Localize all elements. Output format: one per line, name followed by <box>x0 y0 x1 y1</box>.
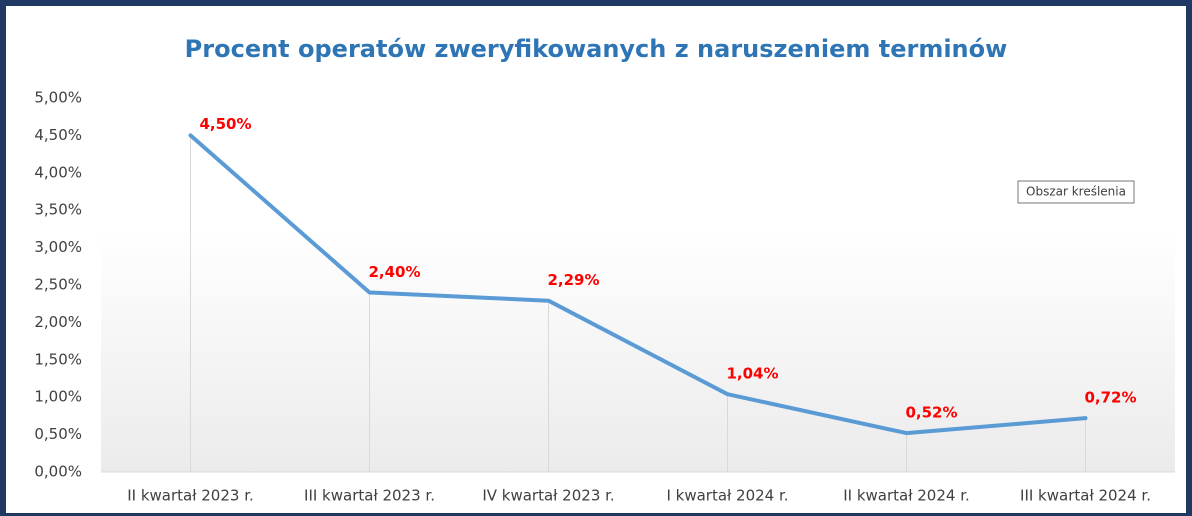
x-tick-label: II kwartał 2023 r. <box>127 487 254 505</box>
data-label: 2,29% <box>547 271 599 289</box>
plot-area <box>101 98 1175 472</box>
tooltip: Obszar kreślenia <box>1017 180 1135 204</box>
x-tick-label: I kwartał 2024 r. <box>666 487 788 505</box>
y-tick-label: 1,50% <box>34 350 82 368</box>
y-tick-label: 1,00% <box>34 388 82 406</box>
x-tick-label: IV kwartał 2023 r. <box>482 487 614 505</box>
y-tick-label: 4,00% <box>34 163 82 181</box>
chart-title: Procent operatów zweryfikowanych z narus… <box>185 35 1008 63</box>
y-tick-label: 2,00% <box>34 313 82 331</box>
y-tick-label: 2,50% <box>34 276 82 294</box>
y-tick-label: 3,50% <box>34 201 82 219</box>
tooltip-box <box>1017 180 1135 204</box>
data-label: 4,50% <box>199 115 251 133</box>
data-label: 1,04% <box>726 365 778 383</box>
data-line <box>188 133 1088 436</box>
y-tick-label: 3,00% <box>34 238 82 256</box>
y-tick-label: 0,00% <box>34 463 82 481</box>
data-label: 0,52% <box>905 404 957 422</box>
data-label: 0,72% <box>1084 389 1136 407</box>
y-tick-label: 0,50% <box>34 425 82 443</box>
x-tick-label: II kwartał 2024 r. <box>843 487 970 505</box>
data-label: 2,40% <box>368 263 420 281</box>
tooltip-text: Obszar kreślenia <box>1026 185 1126 199</box>
y-tick-label: 5,00% <box>34 89 82 107</box>
y-tick-label: 4,50% <box>34 126 82 144</box>
x-tick-label: III kwartał 2023 r. <box>304 487 435 505</box>
x-tick-label: III kwartał 2024 r. <box>1020 487 1151 505</box>
